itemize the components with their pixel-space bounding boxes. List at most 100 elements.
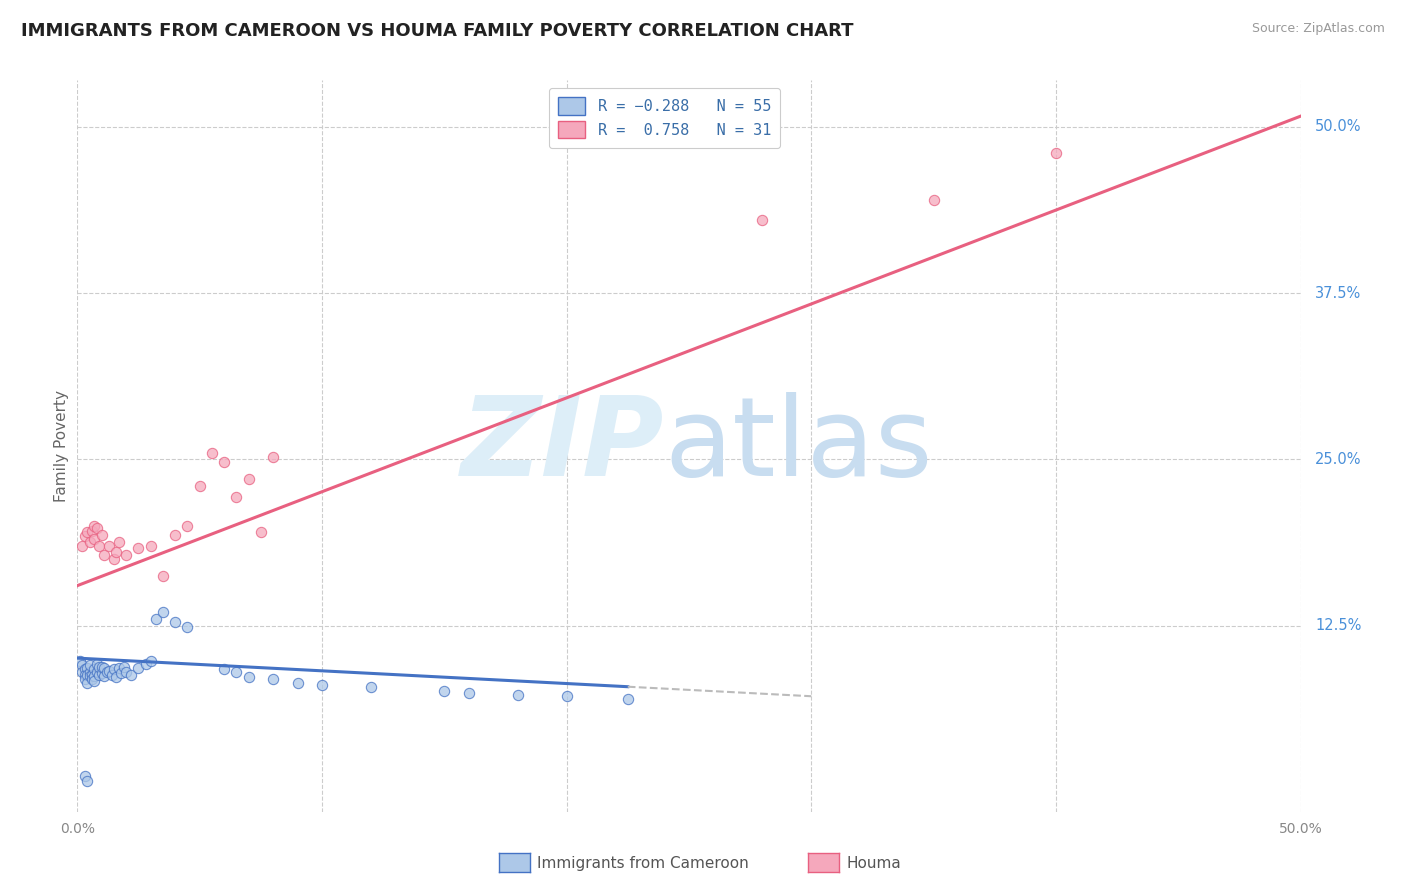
Point bbox=[83, 674, 105, 689]
Point bbox=[89, 659, 111, 673]
Point bbox=[73, 667, 96, 681]
Point bbox=[86, 665, 108, 679]
Point bbox=[76, 525, 98, 540]
Point bbox=[212, 662, 235, 676]
Point bbox=[73, 672, 96, 686]
Point bbox=[176, 620, 198, 634]
Point bbox=[112, 659, 135, 673]
Point bbox=[80, 667, 103, 681]
Text: 50.0%: 50.0% bbox=[1315, 120, 1362, 135]
Point bbox=[79, 534, 101, 549]
Point bbox=[70, 539, 93, 553]
Point bbox=[139, 539, 162, 553]
Point bbox=[145, 612, 167, 626]
Point bbox=[360, 680, 382, 694]
Point bbox=[83, 532, 105, 546]
Point bbox=[83, 518, 105, 533]
Point bbox=[98, 664, 121, 678]
Point bbox=[83, 662, 105, 676]
Point bbox=[73, 662, 96, 676]
Text: 12.5%: 12.5% bbox=[1315, 618, 1361, 633]
Point bbox=[103, 552, 125, 566]
Point bbox=[73, 529, 96, 543]
Point bbox=[89, 539, 111, 553]
Point bbox=[100, 667, 122, 681]
Point bbox=[139, 655, 162, 669]
Point bbox=[79, 669, 101, 683]
Point bbox=[80, 524, 103, 538]
Point bbox=[201, 445, 224, 459]
Point bbox=[90, 528, 112, 542]
Point bbox=[69, 655, 91, 669]
Point bbox=[76, 774, 98, 789]
Point bbox=[80, 672, 103, 686]
Point bbox=[115, 548, 138, 562]
Point bbox=[115, 665, 138, 679]
Point bbox=[79, 665, 101, 679]
Point bbox=[165, 528, 187, 542]
Point bbox=[96, 665, 118, 679]
Point bbox=[152, 605, 174, 619]
Y-axis label: Family Poverty: Family Poverty bbox=[53, 390, 69, 502]
Point bbox=[90, 666, 112, 681]
Text: ZIP: ZIP bbox=[461, 392, 665, 500]
Point bbox=[70, 665, 93, 679]
Point bbox=[79, 658, 101, 673]
Point bbox=[93, 669, 115, 683]
Text: 37.5%: 37.5% bbox=[1315, 285, 1361, 301]
Point bbox=[922, 193, 945, 207]
Legend: R = −0.288   N = 55, R =  0.758   N = 31: R = −0.288 N = 55, R = 0.758 N = 31 bbox=[548, 88, 780, 148]
Point bbox=[555, 689, 578, 703]
Point bbox=[70, 658, 93, 673]
Point bbox=[238, 472, 260, 486]
Point bbox=[617, 691, 640, 706]
Point bbox=[103, 662, 125, 676]
Text: Source: ZipAtlas.com: Source: ZipAtlas.com bbox=[1251, 22, 1385, 36]
Point bbox=[105, 670, 128, 684]
Point bbox=[98, 539, 121, 553]
Point bbox=[89, 667, 111, 681]
Point bbox=[152, 569, 174, 583]
Point bbox=[433, 683, 456, 698]
Point bbox=[127, 661, 149, 675]
Point bbox=[105, 545, 128, 559]
Point bbox=[73, 769, 96, 783]
Point bbox=[86, 521, 108, 535]
Point bbox=[311, 678, 333, 692]
Point bbox=[250, 525, 273, 540]
Point bbox=[86, 657, 108, 672]
Point bbox=[83, 669, 105, 683]
Point bbox=[262, 672, 284, 686]
Point bbox=[506, 688, 529, 702]
Point bbox=[225, 665, 247, 679]
Point bbox=[135, 657, 157, 672]
Point bbox=[188, 479, 211, 493]
Point bbox=[751, 213, 773, 227]
Point bbox=[127, 541, 149, 556]
Point bbox=[93, 661, 115, 675]
Point bbox=[238, 670, 260, 684]
Text: Houma: Houma bbox=[846, 856, 901, 871]
Text: 0.0%: 0.0% bbox=[60, 822, 94, 837]
Point bbox=[108, 534, 131, 549]
Point bbox=[1045, 146, 1067, 161]
Point bbox=[176, 518, 198, 533]
Point bbox=[76, 661, 98, 675]
Point bbox=[225, 490, 247, 504]
Point bbox=[165, 615, 187, 629]
Point bbox=[110, 666, 132, 681]
Point bbox=[76, 667, 98, 681]
Text: 50.0%: 50.0% bbox=[1278, 822, 1323, 837]
Point bbox=[76, 675, 98, 690]
Text: Immigrants from Cameroon: Immigrants from Cameroon bbox=[537, 856, 749, 871]
Point bbox=[93, 548, 115, 562]
Text: 25.0%: 25.0% bbox=[1315, 452, 1362, 467]
Text: atlas: atlas bbox=[665, 392, 934, 500]
Point bbox=[287, 675, 309, 690]
Point bbox=[90, 659, 112, 673]
Point bbox=[212, 455, 235, 469]
Point bbox=[457, 686, 479, 700]
Point bbox=[262, 450, 284, 464]
Point bbox=[120, 667, 142, 681]
Point bbox=[108, 661, 131, 675]
